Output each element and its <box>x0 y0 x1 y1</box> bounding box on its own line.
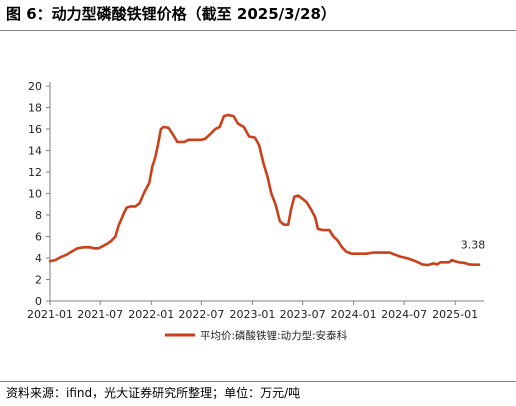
x-tick-label: 2024-07 <box>381 308 427 321</box>
x-tick-label: 2023-01 <box>229 308 275 321</box>
legend: 平均价:磷酸铁锂:动力型:安泰科 <box>165 329 348 342</box>
y-tick-label: 14 <box>28 145 42 158</box>
source-note: 资料来源：ifind，光大证券研究所整理；单位：万元/吨 <box>6 386 301 400</box>
legend-label: 平均价:磷酸铁锂:动力型:安泰科 <box>200 329 348 342</box>
series-layer <box>48 113 481 267</box>
x-tick-label: 2024-01 <box>331 308 377 321</box>
series-line-lfp-price <box>48 113 481 267</box>
y-tick-label: 12 <box>28 166 42 179</box>
x-tick-label: 2025-01 <box>432 308 478 321</box>
y-tick-label: 4 <box>35 252 42 265</box>
figure-title: 图 6：动力型磷酸铁锂价格（截至 2025/3/28） <box>6 5 336 23</box>
y-tick-label: 10 <box>28 188 42 201</box>
x-tick-label: 2023-07 <box>280 308 326 321</box>
x-axis: 2021-01 2021-07 2022-01 2022-07 2023-01 2023-… <box>27 300 484 321</box>
y-tick-label: 16 <box>28 123 42 136</box>
y-tick-label: 18 <box>28 102 42 115</box>
y-tick-label: 20 <box>28 80 42 93</box>
x-tick-label: 2021-01 <box>27 308 73 321</box>
last-value-label: 3.38 <box>461 239 486 252</box>
y-tick-label: 8 <box>35 209 42 222</box>
x-tick-label: 2022-07 <box>178 308 224 321</box>
y-tick-label: 6 <box>35 231 42 244</box>
annotation-layer: 3.38 <box>461 239 486 252</box>
y-axis: 0 2 4 6 8 10 12 14 16 18 20 <box>28 80 51 308</box>
title-rule <box>0 30 516 31</box>
x-tick-label: 2021-07 <box>77 308 123 321</box>
y-tick-label: 2 <box>35 274 42 287</box>
source-rule <box>0 381 516 382</box>
x-tick-label: 2022-01 <box>128 308 174 321</box>
y-tick-label: 0 <box>35 295 42 308</box>
